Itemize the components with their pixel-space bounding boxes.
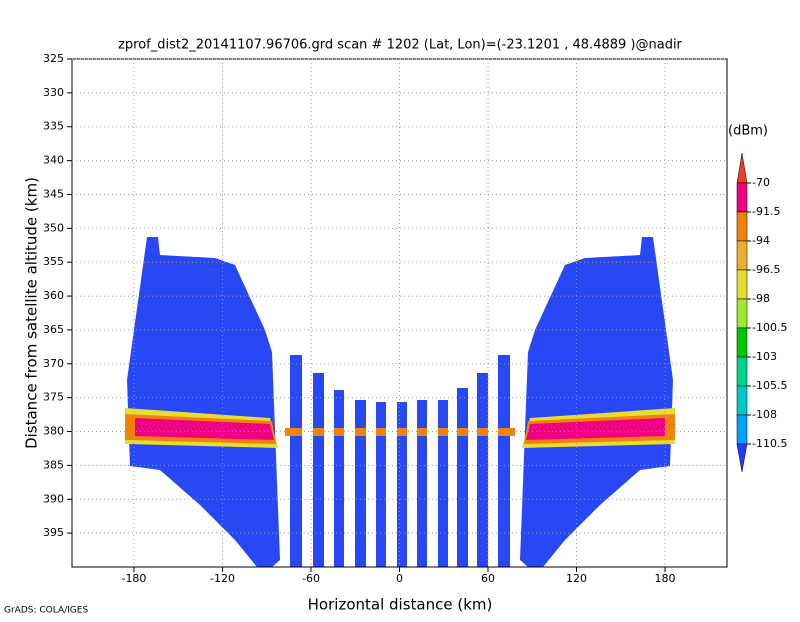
colorbar-label: -110.5 bbox=[752, 437, 787, 450]
colorbar-label: -70 bbox=[752, 176, 770, 189]
x-tick-label: 180 bbox=[655, 572, 676, 585]
y-tick-label: 365 bbox=[43, 323, 64, 336]
colorbar-unit: (dBm) bbox=[728, 124, 768, 139]
colorbar-segment bbox=[736, 211, 748, 242]
colorbar-label: -91.5 bbox=[752, 205, 780, 218]
y-tick-label: 395 bbox=[43, 526, 64, 539]
x-tick-label: 0 bbox=[396, 572, 403, 585]
y-tick-label: 370 bbox=[43, 357, 64, 370]
radar-field bbox=[125, 237, 675, 567]
colorbar-segment bbox=[736, 356, 748, 387]
y-tick-label: 355 bbox=[43, 255, 64, 268]
y-tick-label: 375 bbox=[43, 391, 64, 404]
y-tick-label: 390 bbox=[43, 492, 64, 505]
colorbar-triangle bbox=[736, 443, 748, 473]
colorbar-segment bbox=[736, 269, 748, 300]
y-tick-label: 350 bbox=[43, 221, 64, 234]
y-tick-label: 360 bbox=[43, 289, 64, 302]
y-tick-label: 380 bbox=[43, 425, 64, 438]
colorbar-segment bbox=[736, 182, 748, 213]
x-tick-label: -60 bbox=[302, 572, 320, 585]
colorbar-label: -96.5 bbox=[752, 263, 780, 276]
colorbar-triangle bbox=[736, 152, 748, 184]
footer: GrADS: COLA/IGES bbox=[4, 606, 88, 616]
colorbar-segment bbox=[736, 298, 748, 329]
colorbar-label: -100.5 bbox=[752, 321, 787, 334]
y-tick-label: 335 bbox=[43, 120, 64, 133]
colorbar-label: -94 bbox=[752, 234, 770, 247]
y-axis-label: Distance from satellite altitude (km) bbox=[23, 177, 41, 449]
y-tick-label: 330 bbox=[43, 86, 64, 99]
x-tick-label: -120 bbox=[210, 572, 235, 585]
colorbar-label: -98 bbox=[752, 292, 770, 305]
chart-title: zprof_dist2_20141107.96706.grd scan # 12… bbox=[118, 38, 682, 53]
y-tick-label: 325 bbox=[43, 52, 64, 65]
colorbar-label: -108 bbox=[752, 408, 777, 421]
x-axis-label: Horizontal distance (km) bbox=[308, 596, 493, 614]
colorbar-label: -105.5 bbox=[752, 379, 787, 392]
y-tick-label: 385 bbox=[43, 458, 64, 471]
x-tick-label: -180 bbox=[121, 572, 146, 585]
x-tick-label: 60 bbox=[481, 572, 495, 585]
colorbar-segment bbox=[736, 240, 748, 271]
colorbar-segment bbox=[736, 414, 748, 445]
colorbar-segment bbox=[736, 327, 748, 358]
y-tick-label: 340 bbox=[43, 154, 64, 167]
y-tick-label: 345 bbox=[43, 187, 64, 200]
colorbar-label: -103 bbox=[752, 350, 777, 363]
x-tick-label: 120 bbox=[566, 572, 587, 585]
colorbar-segment bbox=[736, 385, 748, 416]
